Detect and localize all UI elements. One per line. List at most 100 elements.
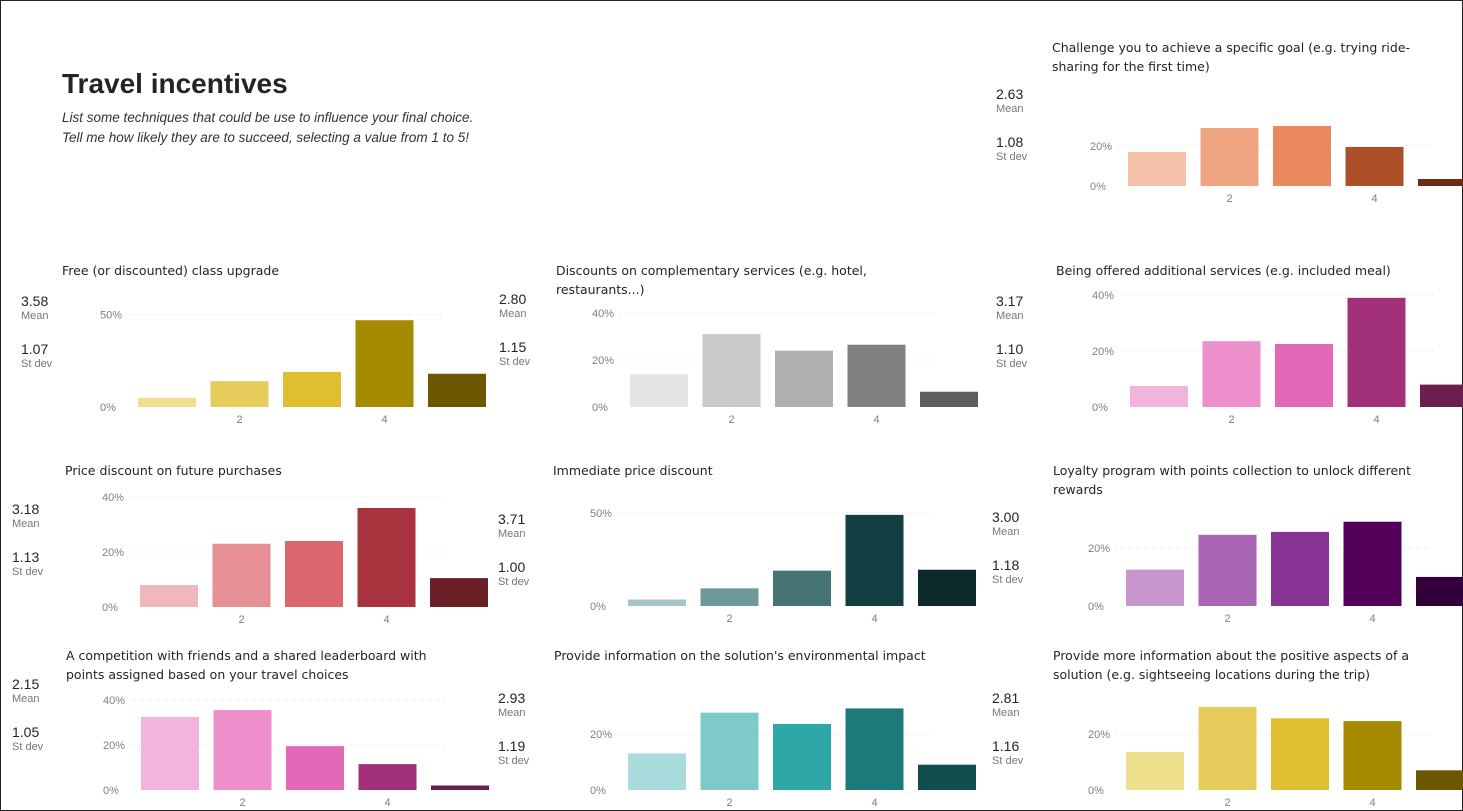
stdev-card: 1.10 St dev bbox=[996, 341, 1027, 371]
bar-5[interactable] bbox=[430, 578, 488, 607]
chart-panel-10: Provide more information about the posit… bbox=[992, 646, 1463, 809]
bar-4[interactable] bbox=[845, 514, 904, 606]
y-tick-label: 20% bbox=[590, 729, 612, 741]
chart-panel-3: Discounts on complementary services (e.g… bbox=[499, 261, 996, 426]
bar-3[interactable] bbox=[283, 371, 341, 407]
mean-card: 3.71 Mean bbox=[498, 511, 526, 541]
bar-chart: 0% 20% 2 4 bbox=[590, 708, 976, 809]
bar-3[interactable] bbox=[286, 746, 344, 790]
bar-1[interactable] bbox=[1126, 752, 1184, 790]
bar-1[interactable] bbox=[140, 585, 198, 607]
bar-1[interactable] bbox=[1126, 569, 1184, 606]
chart-panel-1: Challenge you to achieve a specific goal… bbox=[996, 38, 1463, 205]
y-tick-label: 0% bbox=[1088, 785, 1104, 797]
bar-5[interactable] bbox=[431, 785, 489, 791]
chart-title: Free (or discounted) class upgrade bbox=[62, 263, 280, 278]
bar-4[interactable] bbox=[1343, 521, 1402, 606]
bar-2[interactable] bbox=[702, 334, 761, 407]
bar-5[interactable] bbox=[1418, 179, 1463, 186]
bar-chart: 0% 20% 2 4 bbox=[1088, 521, 1463, 625]
bar-3[interactable] bbox=[1271, 531, 1329, 606]
chart-title: Challenge you to achieve a specific goal… bbox=[1052, 40, 1411, 74]
x-tick-label: 4 bbox=[873, 414, 879, 426]
bar-4[interactable] bbox=[847, 344, 906, 407]
bar-4[interactable] bbox=[1345, 147, 1404, 186]
mean-value: 2.63 bbox=[996, 86, 1024, 102]
bar-5[interactable] bbox=[1416, 576, 1463, 606]
bar-3[interactable] bbox=[773, 723, 831, 790]
bar-5[interactable] bbox=[918, 764, 976, 790]
mean-label: Mean bbox=[498, 528, 526, 540]
bar-3[interactable] bbox=[1271, 718, 1329, 790]
mean-label: Mean bbox=[992, 707, 1020, 719]
stdev-value: 1.19 bbox=[498, 738, 526, 754]
bar-1[interactable] bbox=[630, 374, 688, 407]
mean-card: 2.80 Mean bbox=[499, 291, 527, 321]
bar-2[interactable] bbox=[1198, 707, 1257, 790]
bar-5[interactable] bbox=[1416, 770, 1463, 790]
bar-3[interactable] bbox=[775, 350, 833, 407]
bar-4[interactable] bbox=[357, 508, 416, 607]
x-tick-label: 2 bbox=[1228, 414, 1234, 426]
bar-2[interactable] bbox=[700, 712, 759, 790]
y-tick-label: 20% bbox=[1092, 346, 1114, 358]
bar-2[interactable] bbox=[1202, 341, 1261, 407]
stdev-label: St dev bbox=[996, 151, 1028, 163]
bar-4[interactable] bbox=[358, 764, 417, 790]
stdev-card: 1.15 St dev bbox=[499, 339, 530, 369]
bar-5[interactable] bbox=[920, 391, 978, 407]
chart-title: Provide information on the solution's en… bbox=[554, 648, 926, 663]
bar-1[interactable] bbox=[138, 397, 196, 407]
stdev-value: 1.05 bbox=[12, 724, 40, 740]
bar-chart: 0% 20% 40% 2 4 bbox=[592, 308, 978, 426]
bar-3[interactable] bbox=[1275, 344, 1333, 407]
subtitle-line-2: Tell me how likely they are to succeed, … bbox=[62, 130, 469, 145]
bar-1[interactable] bbox=[1130, 386, 1188, 407]
x-tick-label: 2 bbox=[728, 414, 734, 426]
bar-1[interactable] bbox=[141, 716, 199, 790]
bar-3[interactable] bbox=[773, 570, 831, 606]
bar-2[interactable] bbox=[1198, 534, 1257, 606]
bar-4[interactable] bbox=[1343, 721, 1402, 790]
bar-5[interactable] bbox=[918, 569, 976, 606]
stdev-value: 1.16 bbox=[992, 738, 1020, 754]
bar-3[interactable] bbox=[285, 541, 343, 607]
bar-2[interactable] bbox=[210, 381, 269, 407]
bar-chart: 0% 50% 2 4 bbox=[100, 310, 486, 426]
bar-4[interactable] bbox=[1347, 297, 1406, 407]
bar-1[interactable] bbox=[628, 753, 686, 790]
bar-1[interactable] bbox=[1128, 152, 1186, 186]
stdev-card: 1.07 St dev bbox=[21, 341, 52, 371]
bar-4[interactable] bbox=[355, 320, 414, 407]
x-tick-label: 4 bbox=[871, 613, 877, 625]
bar-4[interactable] bbox=[845, 708, 904, 790]
x-tick-label: 4 bbox=[1369, 613, 1375, 625]
mean-value: 2.15 bbox=[12, 676, 40, 692]
stdev-value: 1.10 bbox=[996, 341, 1024, 357]
chart-title: Discounts on complementary services (e.g… bbox=[556, 263, 867, 297]
mean-label: Mean bbox=[21, 310, 49, 322]
mean-value: 2.80 bbox=[499, 291, 527, 307]
y-tick-label: 50% bbox=[100, 310, 122, 322]
bar-1[interactable] bbox=[628, 599, 686, 606]
stdev-label: St dev bbox=[12, 741, 44, 753]
y-tick-label: 40% bbox=[1092, 290, 1114, 302]
bar-2[interactable] bbox=[1200, 128, 1259, 186]
y-tick-label: 50% bbox=[590, 508, 612, 520]
bar-2[interactable] bbox=[212, 543, 271, 607]
y-tick-label: 40% bbox=[592, 308, 614, 320]
mean-card: 2.63 Mean bbox=[996, 86, 1024, 116]
mean-label: Mean bbox=[498, 707, 526, 719]
page-title: Travel incentives bbox=[62, 68, 288, 99]
bar-2[interactable] bbox=[213, 710, 272, 790]
stdev-card: 1.19 St dev bbox=[498, 738, 529, 768]
bar-5[interactable] bbox=[428, 373, 486, 407]
bar-5[interactable] bbox=[1420, 384, 1463, 407]
bar-3[interactable] bbox=[1273, 126, 1331, 186]
y-tick-label: 20% bbox=[592, 355, 614, 367]
y-tick-label: 20% bbox=[103, 740, 125, 752]
bar-chart: 0% 20% 2 4 bbox=[1088, 707, 1463, 809]
y-tick-label: 0% bbox=[592, 402, 608, 414]
chart-title: Being offered additional services (e.g. … bbox=[1056, 263, 1391, 278]
bar-2[interactable] bbox=[700, 588, 759, 606]
